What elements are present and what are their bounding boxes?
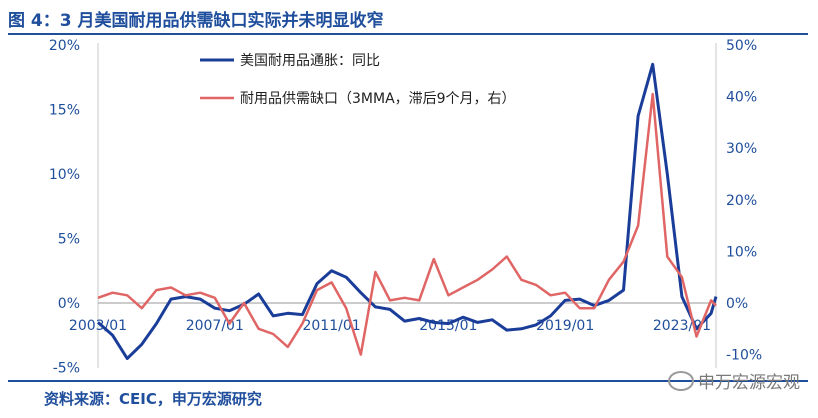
legend-label: 美国耐用品通胀：同比 <box>240 53 380 69</box>
right-tick-label: 10% <box>726 244 757 260</box>
source-note: 资料来源：CEIC，申万宏源研究 <box>44 390 262 408</box>
figure-title: 图 4：3 月美国耐用品供需缺口实际并未明显收窄 <box>8 11 384 31</box>
wechat-icon <box>668 370 694 391</box>
right-tick-label: 50% <box>726 38 757 54</box>
left-tick-label: 20% <box>49 38 80 54</box>
right-tick-label: -10% <box>726 348 762 364</box>
left-tick-label: 0% <box>58 296 80 312</box>
series-line-durable-goods-inflation <box>97 62 718 360</box>
right-tick-label: 40% <box>726 90 757 106</box>
x-tick-label: 2011/01 <box>302 318 360 334</box>
right-tick-label: 0% <box>726 296 748 312</box>
left-tick-label: 15% <box>49 103 80 119</box>
title-divider <box>8 33 808 35</box>
legend-label: 耐用品供需缺口（3MMA，滞后9个月，右） <box>240 91 516 107</box>
right-tick-label: 20% <box>726 193 757 209</box>
series-line-supply-demand-gap <box>97 92 717 356</box>
right-tick-label: 30% <box>726 141 757 157</box>
chart-area: 20% 15% 10% 5% 0% -5% 50% 40% 30% 20% 10% 0% -10% 200… <box>49 38 762 377</box>
watermark: 申万宏源宏观 <box>668 368 800 393</box>
x-tick-label: 2007/01 <box>186 318 244 334</box>
left-tick-label: 10% <box>49 167 80 183</box>
footer-divider <box>8 380 808 382</box>
left-tick-label: 5% <box>58 232 80 248</box>
left-tick-label: -5% <box>53 361 80 377</box>
x-tick-label: 2019/01 <box>536 318 594 334</box>
x-tick-label: 2003/01 <box>69 318 127 334</box>
watermark-text: 申万宏源宏观 <box>698 373 800 393</box>
